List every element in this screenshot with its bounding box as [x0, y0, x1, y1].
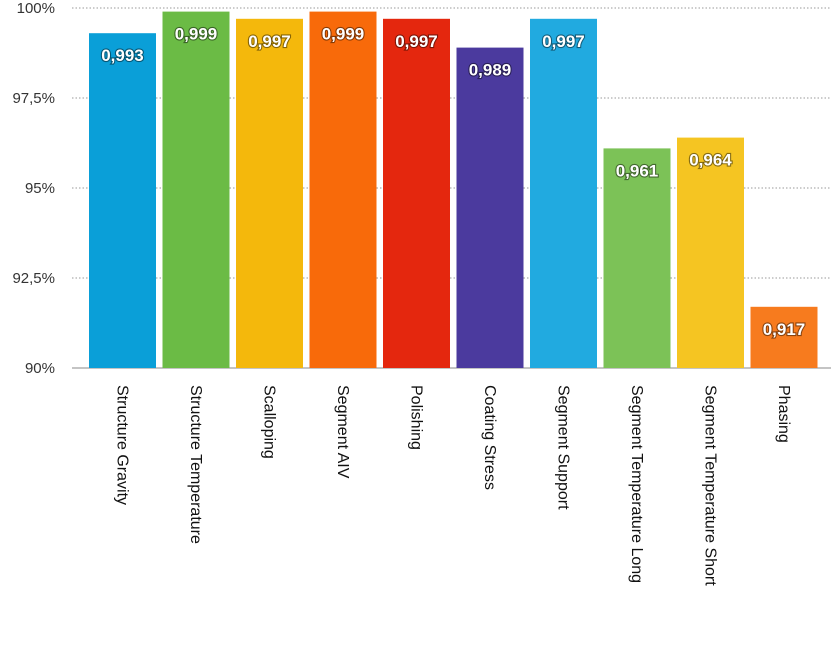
data-labels: 0,993 0,999 0,997 0,999 0,997 0,989 0,997 0,961…	[100, 23, 806, 339]
data-label: 0,999	[175, 25, 218, 44]
x-category-label: Segment Temperature Long	[628, 385, 645, 583]
data-label: 0,993	[101, 46, 144, 65]
data-label: 0,989	[469, 61, 512, 80]
x-category-label: Structure Gravity	[114, 385, 131, 505]
x-category-label: Segment Support	[555, 385, 572, 510]
bar	[677, 137, 744, 368]
bar	[603, 148, 671, 368]
data-label: 0,997	[395, 32, 438, 51]
y-axis-ticks: 90% 92,5% 95% 97,5% 100%	[12, 0, 55, 377]
data-label: 0,997	[248, 32, 291, 51]
x-category-label: Scalloping	[261, 385, 278, 459]
bar	[162, 11, 230, 368]
bars	[89, 11, 818, 369]
x-category-label: Polishing	[408, 385, 425, 450]
data-label: 0,999	[322, 25, 365, 44]
data-label: 0,964	[689, 151, 732, 170]
y-tick-label: 100%	[17, 0, 55, 17]
bar	[750, 306, 818, 368]
x-category-label: Segment Temperature Short	[702, 385, 719, 586]
data-label: 0,997	[542, 32, 585, 51]
data-label: 0,961	[616, 161, 659, 180]
category-labels: Structure Gravity Structure Temperature Sc…	[114, 385, 793, 586]
x-category-label: Segment AIV	[334, 385, 351, 479]
bar	[309, 11, 377, 368]
bar	[89, 33, 156, 368]
bar	[530, 18, 597, 369]
data-label: 0,917	[763, 320, 806, 339]
y-tick-label: 92,5%	[12, 270, 55, 287]
x-category-label: Structure Temperature	[187, 385, 204, 544]
y-tick-label: 95%	[25, 180, 55, 197]
y-tick-label: 97,5%	[12, 90, 55, 107]
x-category-label: Coating Stress	[481, 385, 498, 490]
y-tick-label: 90%	[25, 360, 55, 377]
bar	[456, 47, 524, 368]
bar	[383, 18, 450, 369]
bar	[236, 18, 303, 369]
x-category-label: Phasing	[775, 385, 792, 443]
